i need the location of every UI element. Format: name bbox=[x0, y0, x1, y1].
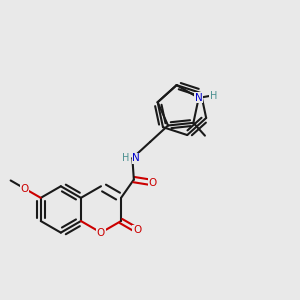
Text: O: O bbox=[148, 178, 156, 188]
Text: H: H bbox=[122, 153, 130, 163]
Text: H: H bbox=[210, 91, 217, 101]
Text: N: N bbox=[195, 93, 203, 103]
Text: O: O bbox=[133, 225, 141, 235]
Text: O: O bbox=[97, 228, 105, 238]
Text: N: N bbox=[132, 153, 140, 163]
Text: O: O bbox=[21, 184, 29, 194]
